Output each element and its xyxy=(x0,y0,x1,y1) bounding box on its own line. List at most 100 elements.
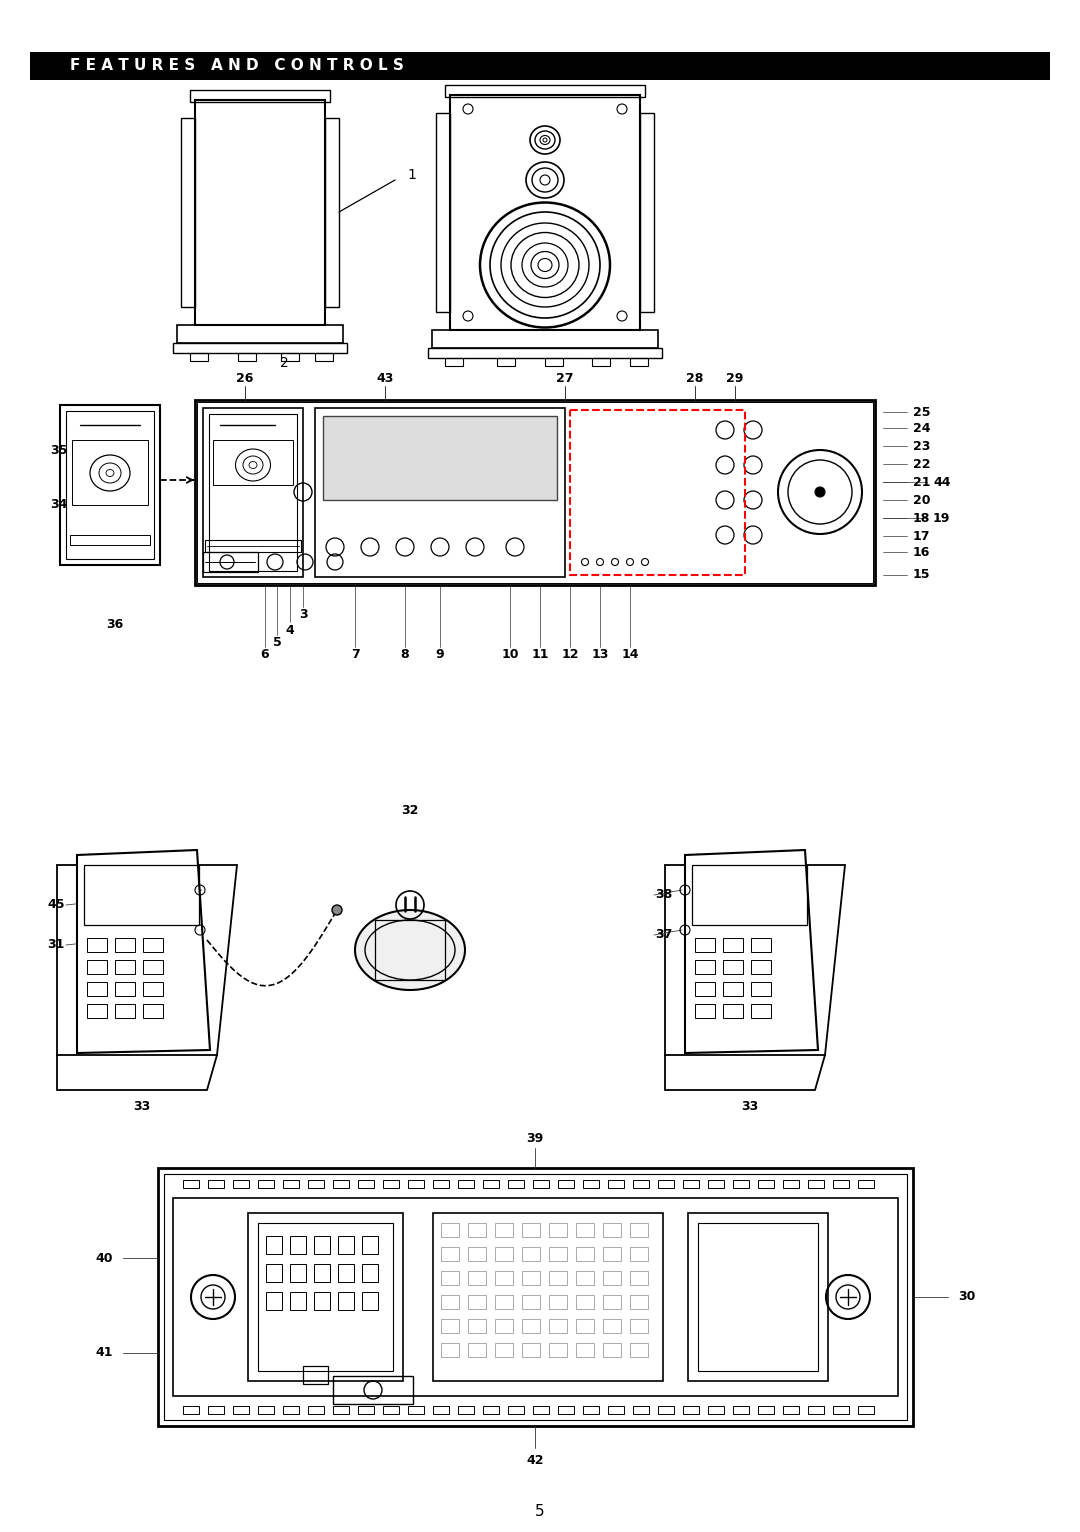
Bar xyxy=(408,1180,424,1187)
Text: 18: 18 xyxy=(913,512,930,524)
Bar xyxy=(534,1180,549,1187)
Text: 40: 40 xyxy=(95,1252,113,1264)
Text: 17: 17 xyxy=(913,530,931,542)
Bar xyxy=(751,1003,771,1017)
Bar xyxy=(441,1247,459,1261)
Text: 29: 29 xyxy=(727,371,744,385)
Text: 31: 31 xyxy=(48,939,65,951)
Bar xyxy=(751,982,771,996)
Bar xyxy=(468,1319,486,1333)
Bar xyxy=(495,1344,513,1357)
Text: 9: 9 xyxy=(435,648,444,662)
Bar xyxy=(408,1406,424,1414)
Bar xyxy=(183,1406,199,1414)
Bar xyxy=(143,961,163,974)
Bar xyxy=(205,539,301,552)
Polygon shape xyxy=(77,850,210,1052)
Bar xyxy=(248,1213,403,1380)
Bar xyxy=(658,1406,674,1414)
Bar xyxy=(258,1180,274,1187)
Bar xyxy=(357,1180,374,1187)
Text: 19: 19 xyxy=(933,512,950,524)
Text: 8: 8 xyxy=(401,648,409,662)
Text: 12: 12 xyxy=(562,648,579,662)
Bar xyxy=(558,1180,573,1187)
Bar xyxy=(495,1272,513,1285)
Text: 11: 11 xyxy=(531,648,549,662)
Bar xyxy=(258,1223,393,1371)
Bar xyxy=(72,440,148,506)
Text: 30: 30 xyxy=(958,1290,975,1304)
Bar xyxy=(441,1295,459,1308)
Bar xyxy=(630,1344,648,1357)
Text: 21: 21 xyxy=(913,475,931,489)
Text: 33: 33 xyxy=(741,1100,758,1114)
Text: 28: 28 xyxy=(686,371,704,385)
Bar xyxy=(723,982,743,996)
Bar xyxy=(445,84,645,97)
Bar xyxy=(688,1213,828,1380)
Bar xyxy=(808,1406,824,1414)
Bar xyxy=(441,1272,459,1285)
Bar xyxy=(833,1406,849,1414)
Text: 4: 4 xyxy=(285,624,295,636)
Bar xyxy=(495,1295,513,1308)
Bar xyxy=(583,1180,599,1187)
Bar xyxy=(181,118,195,306)
Bar xyxy=(114,1003,135,1017)
Bar xyxy=(549,1295,567,1308)
Bar xyxy=(508,1406,524,1414)
Bar xyxy=(190,352,208,362)
Bar xyxy=(603,1344,621,1357)
Bar xyxy=(733,1180,750,1187)
Text: 43: 43 xyxy=(376,371,394,385)
Circle shape xyxy=(332,905,342,915)
Bar xyxy=(833,1180,849,1187)
Bar xyxy=(858,1406,874,1414)
Bar xyxy=(266,1291,282,1310)
Bar xyxy=(522,1247,540,1261)
Bar xyxy=(281,352,299,362)
Bar xyxy=(630,1295,648,1308)
Bar xyxy=(570,411,745,574)
Bar xyxy=(592,358,610,366)
Bar xyxy=(549,1319,567,1333)
Text: 5: 5 xyxy=(272,636,282,650)
Bar xyxy=(495,1223,513,1236)
Bar xyxy=(238,352,256,362)
Text: 10: 10 xyxy=(501,648,518,662)
Bar xyxy=(549,1272,567,1285)
Bar xyxy=(433,1180,449,1187)
Bar xyxy=(173,1198,897,1396)
Bar xyxy=(633,1180,649,1187)
Bar xyxy=(522,1295,540,1308)
Bar xyxy=(733,1406,750,1414)
Bar xyxy=(362,1291,378,1310)
Bar xyxy=(445,358,463,366)
Text: 44: 44 xyxy=(933,475,950,489)
Bar xyxy=(534,1406,549,1414)
Bar xyxy=(114,961,135,974)
Text: 36: 36 xyxy=(106,619,123,631)
Bar xyxy=(758,1180,774,1187)
Bar xyxy=(203,552,258,571)
Circle shape xyxy=(815,487,825,496)
Bar xyxy=(549,1223,567,1236)
Bar xyxy=(291,1291,306,1310)
Text: 33: 33 xyxy=(133,1100,150,1114)
Bar xyxy=(323,417,557,499)
Text: 15: 15 xyxy=(913,568,931,582)
Text: 5: 5 xyxy=(536,1504,544,1520)
Text: 20: 20 xyxy=(913,493,931,507)
Bar xyxy=(468,1272,486,1285)
Bar xyxy=(458,1180,474,1187)
Bar xyxy=(208,1180,224,1187)
Bar xyxy=(436,113,450,313)
Text: 16: 16 xyxy=(913,545,930,559)
Bar xyxy=(576,1295,594,1308)
Bar xyxy=(357,1406,374,1414)
Bar xyxy=(308,1406,324,1414)
Bar xyxy=(603,1247,621,1261)
Text: 37: 37 xyxy=(654,928,673,942)
Bar xyxy=(630,358,648,366)
